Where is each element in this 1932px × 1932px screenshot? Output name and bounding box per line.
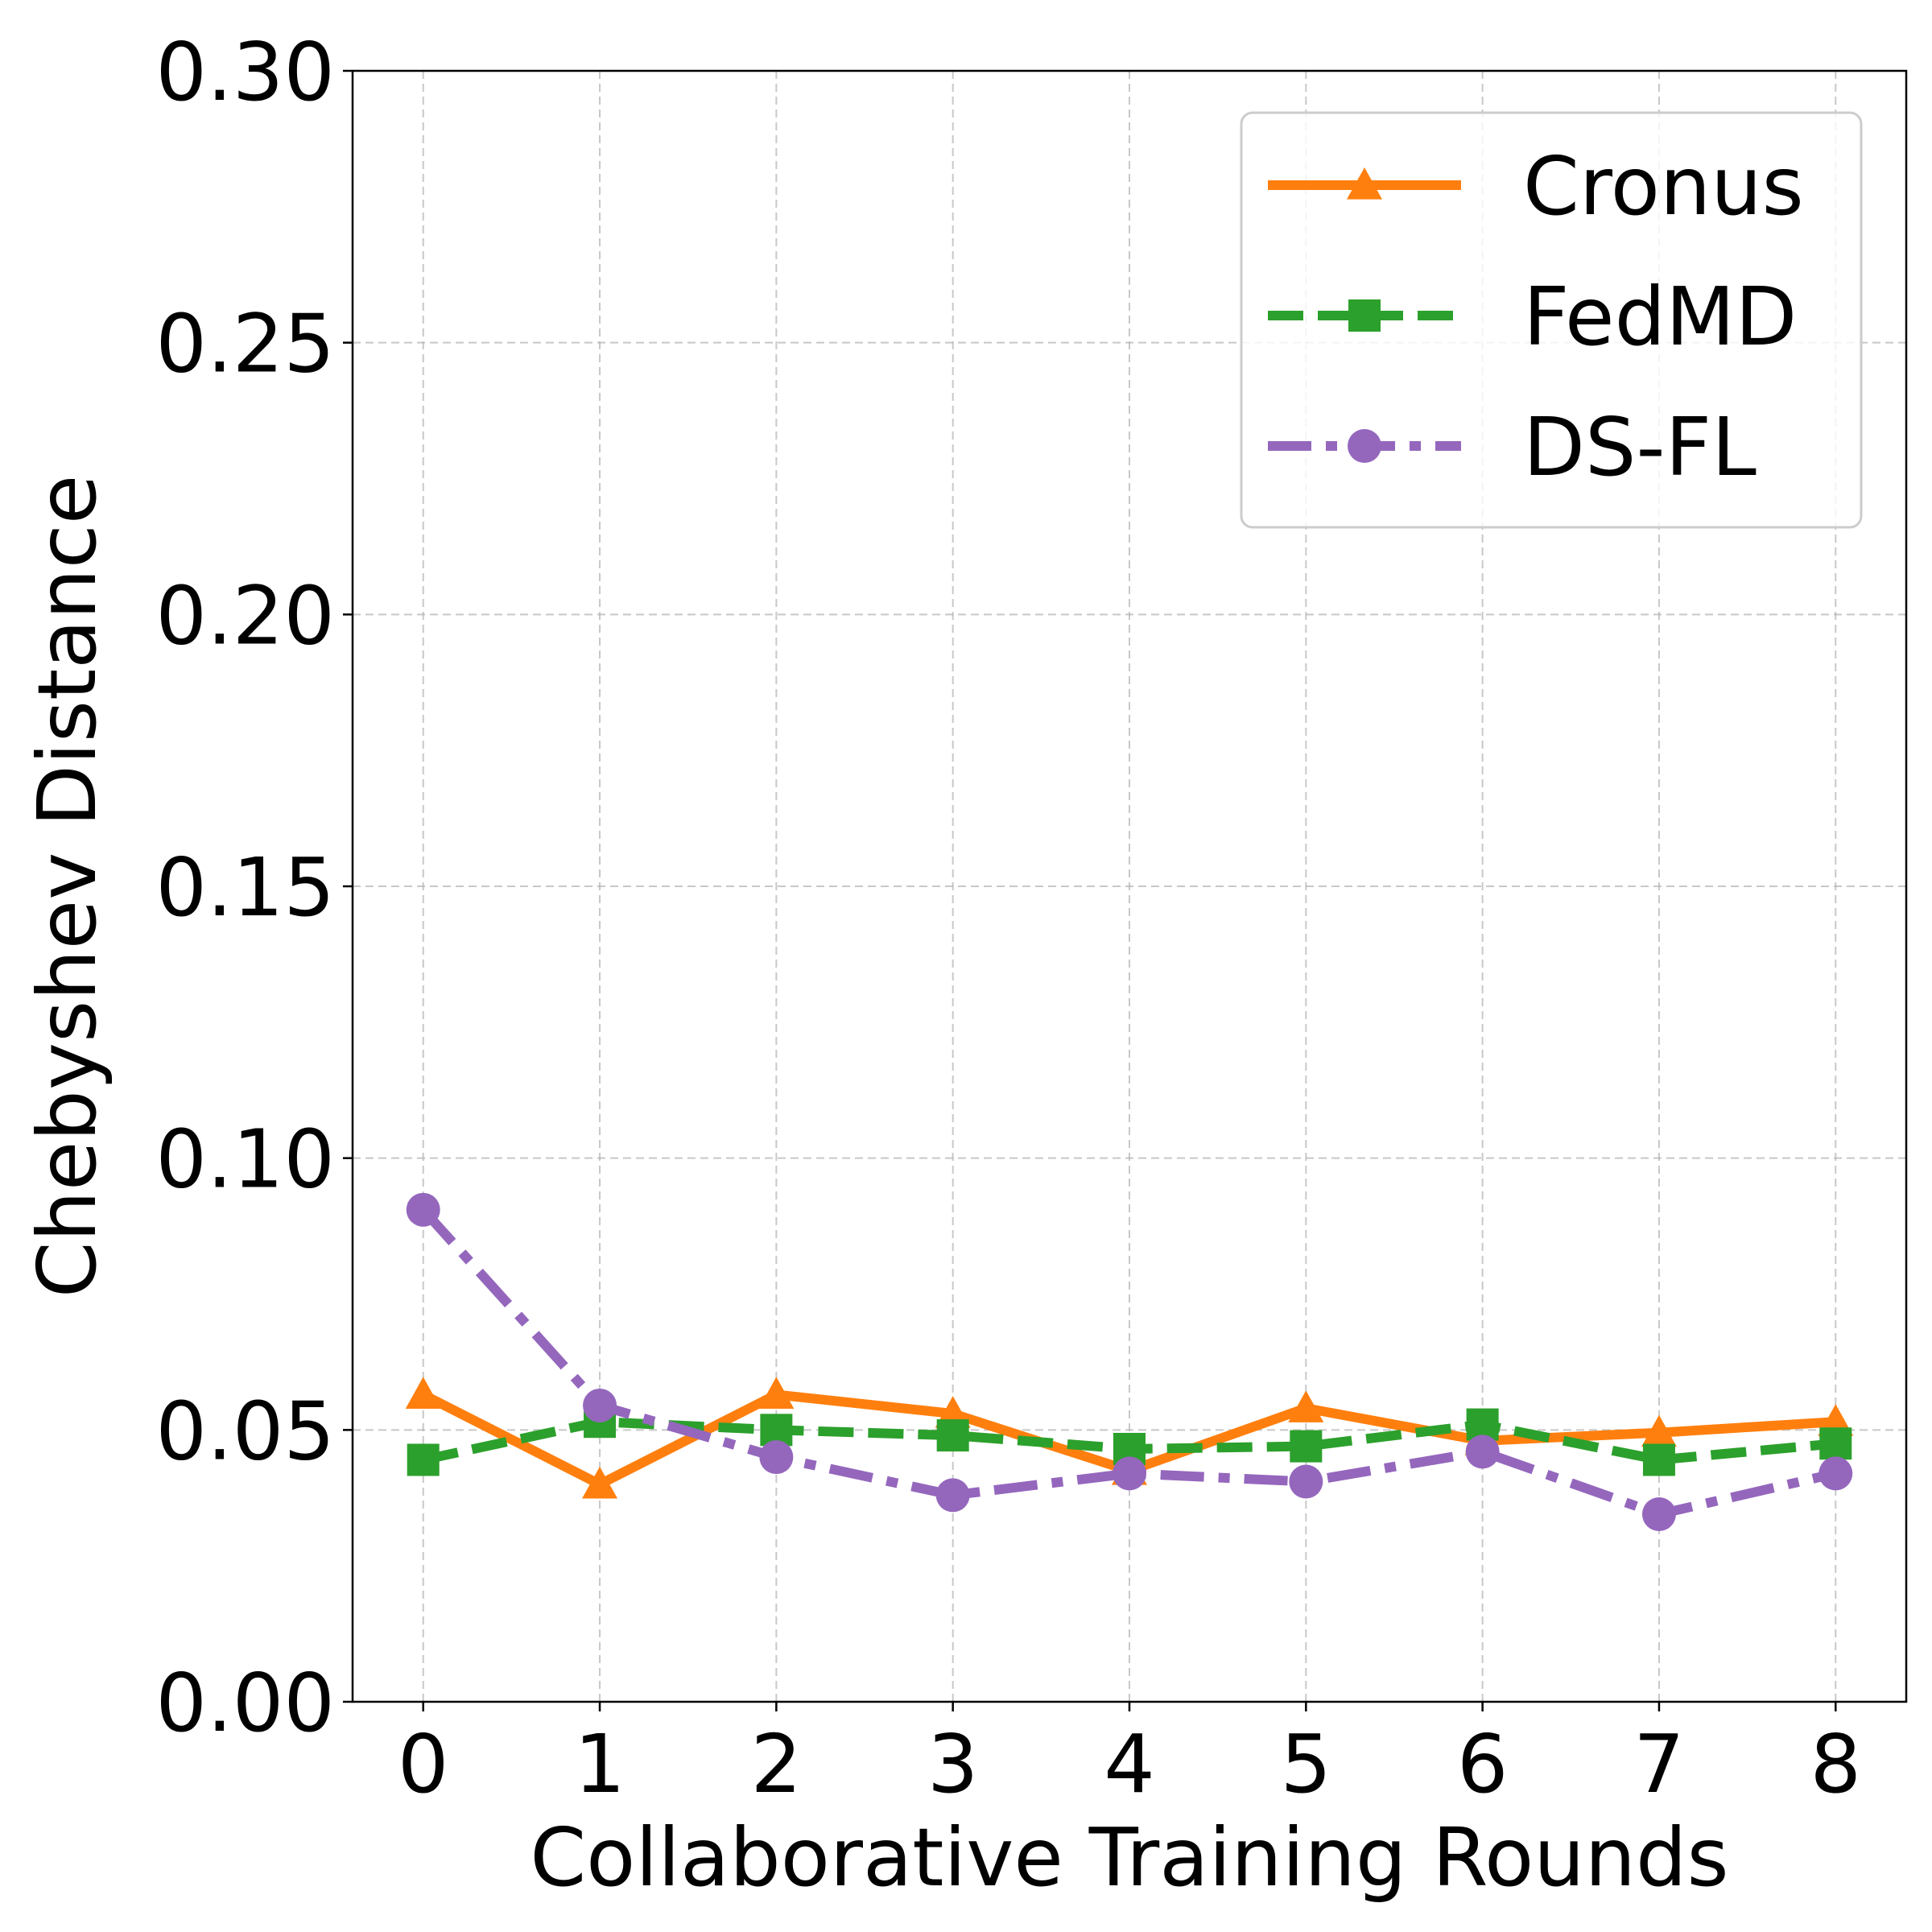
legend-item-cronus: Cronus xyxy=(1268,139,1804,233)
x-tick-label: 1 xyxy=(574,1717,625,1811)
x-tick-label: 4 xyxy=(1104,1717,1155,1811)
data-point-cronus xyxy=(582,1466,618,1499)
x-tick-label: 2 xyxy=(751,1717,803,1811)
data-point-cronus xyxy=(405,1377,441,1410)
data-point-ds-fl xyxy=(1113,1456,1146,1491)
data-point-cronus xyxy=(1288,1390,1324,1422)
data-point-fedmd xyxy=(936,1419,969,1452)
data-point-fedmd xyxy=(407,1443,440,1476)
series-ds-fl xyxy=(406,1192,1853,1532)
x-tick-label: 8 xyxy=(1810,1717,1861,1811)
legend-marker xyxy=(1348,429,1381,463)
data-point-ds-fl xyxy=(406,1192,440,1227)
x-axis-label: Collaborative Training Rounds xyxy=(530,1810,1728,1905)
legend-item-fedmd: FedMD xyxy=(1268,270,1797,364)
x-tick-label: 3 xyxy=(927,1717,979,1811)
legend-box xyxy=(1240,111,1863,529)
y-tick-label: 0.10 xyxy=(155,1113,335,1207)
x-tick-label: 0 xyxy=(398,1717,449,1811)
y-tick-label: 0.20 xyxy=(155,568,335,663)
x-tick-label: 6 xyxy=(1457,1717,1509,1811)
data-point-cronus xyxy=(758,1377,795,1410)
x-tick-label: 7 xyxy=(1633,1717,1685,1811)
data-point-ds-fl xyxy=(935,1478,970,1513)
data-point-cronus xyxy=(1641,1414,1677,1447)
y-tick-label: 0.15 xyxy=(155,840,335,935)
y-tick-label: 0.05 xyxy=(155,1384,335,1478)
y-axis-label: Chebyshev Distance xyxy=(20,475,114,1298)
legend-label: FedMD xyxy=(1523,270,1797,364)
legend-item-ds-fl: DS-FL xyxy=(1268,400,1757,494)
data-point-fedmd xyxy=(1642,1443,1675,1476)
series-line-ds-fl xyxy=(419,1206,1837,1520)
data-point-fedmd xyxy=(1290,1430,1323,1463)
data-point-ds-fl xyxy=(1818,1456,1853,1491)
series-layer xyxy=(405,1192,1854,1532)
data-point-fedmd xyxy=(1819,1427,1852,1460)
data-point-ds-fl xyxy=(1641,1497,1676,1532)
legend-label: DS-FL xyxy=(1523,400,1757,494)
y-tick-label: 0.25 xyxy=(155,297,335,391)
legend-label: Cronus xyxy=(1523,139,1804,233)
legend-marker xyxy=(1347,167,1382,200)
data-point-ds-fl xyxy=(1289,1464,1323,1499)
x-tick-label: 5 xyxy=(1281,1717,1332,1811)
y-tick-label: 0.30 xyxy=(155,25,335,119)
legend: Cronus FedMD DS-FL xyxy=(1240,111,1863,529)
data-point-ds-fl xyxy=(759,1440,794,1475)
data-point-ds-fl xyxy=(1465,1435,1500,1469)
y-tick-label: 0.00 xyxy=(155,1656,335,1750)
axis-ticks: 0 1 2 3 4 5 6 7 8 0.00 0.05 0.10 0.15 0.20 0.25 0.30 xyxy=(155,25,1861,1811)
data-point-ds-fl xyxy=(583,1388,617,1422)
legend-marker xyxy=(1348,299,1381,332)
